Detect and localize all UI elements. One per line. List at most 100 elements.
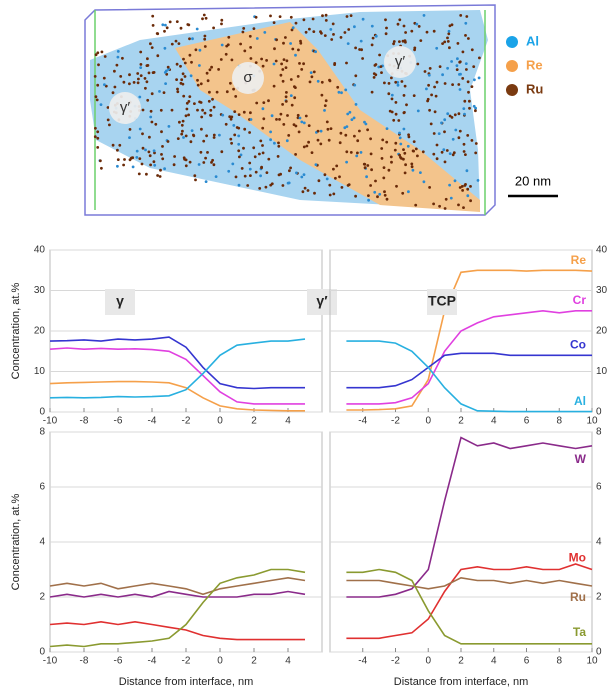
- atom: [137, 78, 140, 81]
- atom: [464, 34, 467, 37]
- x-tick-label: 4: [285, 416, 291, 427]
- atom: [238, 184, 241, 187]
- atom: [271, 114, 274, 117]
- atom: [398, 40, 401, 43]
- atom: [202, 161, 205, 164]
- atom: [116, 64, 119, 67]
- atom: [469, 185, 472, 188]
- atom: [267, 158, 270, 161]
- atom: [237, 127, 240, 130]
- series-line: [346, 578, 592, 589]
- atom: [458, 61, 461, 64]
- atom: [478, 77, 481, 80]
- atom: [128, 82, 131, 85]
- atom: [443, 118, 446, 121]
- series-label: Re: [571, 253, 587, 267]
- atom: [297, 114, 300, 117]
- y-tick-label: 20: [34, 326, 46, 337]
- atom: [231, 59, 234, 62]
- atom: [96, 146, 99, 149]
- atom: [320, 130, 323, 133]
- atom: [297, 49, 300, 52]
- atom: [372, 37, 375, 40]
- atom: [227, 170, 230, 173]
- atom: [321, 14, 324, 17]
- atom: [269, 138, 272, 141]
- atom: [243, 50, 246, 53]
- atom: [446, 37, 449, 40]
- atom: [454, 179, 457, 182]
- atom: [395, 101, 398, 104]
- atom: [113, 70, 116, 73]
- atom: [185, 114, 188, 117]
- atom: [462, 206, 465, 209]
- atom: [435, 47, 438, 50]
- atom: [198, 163, 201, 166]
- atom: [197, 84, 200, 87]
- atom: [275, 60, 278, 63]
- atom: [291, 104, 294, 107]
- atom: [262, 65, 265, 68]
- x-tick-label: -8: [80, 656, 89, 667]
- atom: [160, 109, 163, 112]
- atom: [255, 61, 258, 64]
- atom: [185, 135, 188, 138]
- atom: [429, 67, 432, 70]
- atom: [235, 176, 238, 179]
- atom: [394, 149, 397, 152]
- atom: [323, 109, 326, 112]
- atom: [286, 114, 289, 117]
- atom: [201, 109, 204, 112]
- atom: [196, 28, 199, 31]
- atom: [294, 153, 297, 156]
- atom: [319, 30, 322, 33]
- series-line: [346, 438, 592, 598]
- atom: [425, 88, 428, 91]
- atom: [186, 102, 189, 105]
- atom: [182, 95, 185, 98]
- atom: [444, 207, 447, 210]
- x-tick-label: 0: [425, 656, 431, 667]
- atom: [428, 186, 431, 189]
- atom: [189, 54, 192, 57]
- atom: [280, 113, 283, 116]
- atom: [179, 65, 182, 68]
- atom: [392, 119, 395, 122]
- atom: [178, 121, 181, 124]
- atom: [101, 51, 104, 54]
- atom: [456, 64, 459, 67]
- atom: [327, 128, 330, 131]
- atom: [232, 88, 235, 91]
- atom: [204, 157, 207, 160]
- atom: [153, 71, 156, 74]
- atom: [356, 152, 359, 155]
- atom: [185, 164, 188, 167]
- atom: [378, 54, 381, 57]
- atom: [237, 149, 240, 152]
- atom: [412, 169, 415, 172]
- atom: [404, 85, 407, 88]
- atom: [160, 130, 163, 133]
- x-tick-label: 8: [556, 656, 562, 667]
- atom: [132, 166, 135, 169]
- atom: [324, 104, 327, 107]
- atom: [477, 179, 480, 182]
- atom: [464, 153, 467, 156]
- atom: [325, 14, 328, 17]
- atom: [176, 90, 179, 93]
- atom: [194, 179, 197, 182]
- atom: [103, 83, 106, 86]
- atom: [443, 41, 446, 44]
- series-line: [346, 311, 592, 404]
- atom: [308, 28, 311, 31]
- y-tick-label: 20: [596, 326, 608, 337]
- atom: [474, 152, 477, 155]
- atom: [181, 130, 184, 133]
- atom: [267, 99, 270, 102]
- atom: [387, 92, 390, 95]
- atom: [148, 72, 151, 75]
- atom: [456, 57, 459, 60]
- atom: [104, 55, 107, 58]
- atom: [467, 91, 470, 94]
- atom: [394, 81, 397, 84]
